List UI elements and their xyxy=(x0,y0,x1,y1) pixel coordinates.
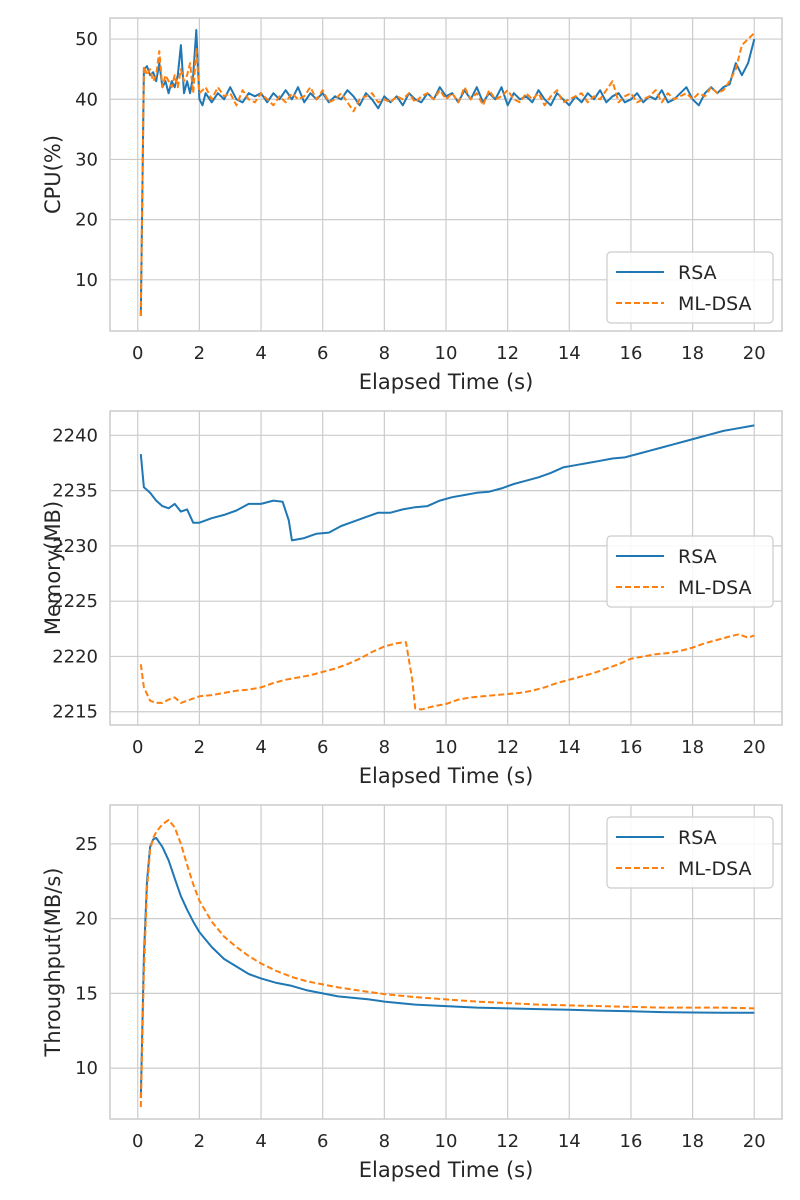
x-tick-label: 14 xyxy=(558,1131,581,1152)
x-tick-label: 4 xyxy=(255,1131,266,1152)
x-tick-label: 2 xyxy=(194,737,205,758)
y-tick-label: 2240 xyxy=(52,425,98,446)
x-tick-label: 10 xyxy=(435,737,458,758)
x-tick-label: 20 xyxy=(743,343,766,364)
x-tick-label: 12 xyxy=(496,1131,519,1152)
x-tick-label: 16 xyxy=(620,343,643,364)
plot-frame xyxy=(109,17,783,332)
series-line-rsa xyxy=(139,836,755,1099)
x-tick-label: 18 xyxy=(681,737,704,758)
y-axis-title: Throughput(MB/s) xyxy=(41,868,65,1058)
y-tick-label: 30 xyxy=(75,149,98,170)
y-axis-title: Memory(MB) xyxy=(41,501,65,635)
x-tick-label: 6 xyxy=(317,737,328,758)
x-tick-label: 2 xyxy=(194,1131,205,1152)
legend-label: ML-DSA xyxy=(678,293,752,315)
x-tick-label: 20 xyxy=(743,737,766,758)
y-tick-label: 10 xyxy=(75,270,98,291)
x-tick-label: 12 xyxy=(496,737,519,758)
legend: RSA ML-DSA xyxy=(606,816,774,889)
series-line-ml-dsa xyxy=(139,633,755,711)
legend-label: ML-DSA xyxy=(678,858,752,880)
x-tick-label: 18 xyxy=(681,1131,704,1152)
x-tick-label: 6 xyxy=(317,1131,328,1152)
x-tick-label: 10 xyxy=(435,1131,458,1152)
chart-panel-1: 0 2 4 6 8 10 12 14 16 18 20 10 20 30 40 50 Elapsed Time … xyxy=(41,17,783,394)
y-tick-label: 50 xyxy=(75,29,98,50)
y-axis-title: CPU(%) xyxy=(41,135,65,214)
x-axis-title: Elapsed Time (s) xyxy=(359,1158,534,1182)
legend-frame xyxy=(606,816,774,889)
x-tick-label: 8 xyxy=(379,737,390,758)
x-tick-label: 16 xyxy=(620,737,643,758)
plot-frame xyxy=(109,410,783,726)
y-tick-label: 2230 xyxy=(52,536,98,557)
legend: RSA ML-DSA xyxy=(606,535,774,608)
y-tick-label: 25 xyxy=(75,834,98,855)
chart-panel-3: 0 2 4 6 8 10 12 14 16 18 20 10 15 20 25 Elapsed Time (s… xyxy=(41,804,783,1182)
series-line-rsa xyxy=(139,424,755,542)
y-tick-label: 2220 xyxy=(52,646,98,667)
y-tick-label: 20 xyxy=(75,210,98,231)
chart-panel-2: 0 2 4 6 8 10 12 14 16 18 20 2215 2220 2225 2230 2235 224… xyxy=(41,410,783,788)
x-axis-title: Elapsed Time (s) xyxy=(359,370,534,394)
legend-frame xyxy=(606,251,774,324)
x-tick-label: 18 xyxy=(681,343,704,364)
legend-label: RSA xyxy=(678,546,717,568)
x-tick-label: 0 xyxy=(132,1131,143,1152)
x-tick-label: 8 xyxy=(379,343,390,364)
x-tick-label: 0 xyxy=(132,343,143,364)
x-tick-label: 4 xyxy=(255,343,266,364)
y-tick-label: 40 xyxy=(75,89,98,110)
y-tick-label: 20 xyxy=(75,909,98,930)
x-tick-label: 10 xyxy=(435,343,458,364)
x-tick-label: 8 xyxy=(379,1131,390,1152)
x-tick-label: 20 xyxy=(743,1131,766,1152)
series-line-ml-dsa xyxy=(139,32,756,317)
x-axis-title: Elapsed Time (s) xyxy=(359,764,534,788)
x-tick-label: 16 xyxy=(620,1131,643,1152)
legend: RSA ML-DSA xyxy=(606,251,774,324)
y-tick-label: 15 xyxy=(75,983,98,1004)
x-tick-label: 2 xyxy=(194,343,205,364)
legend-label: ML-DSA xyxy=(678,577,752,599)
x-tick-label: 0 xyxy=(132,737,143,758)
plot-frame xyxy=(109,804,783,1120)
series-line-ml-dsa xyxy=(139,819,755,1108)
y-tick-label: 2215 xyxy=(52,702,98,723)
x-tick-label: 6 xyxy=(317,343,328,364)
legend-label: RSA xyxy=(678,262,717,284)
y-tick-label: 10 xyxy=(75,1058,98,1079)
x-tick-label: 4 xyxy=(255,737,266,758)
x-tick-label: 14 xyxy=(558,737,581,758)
y-tick-label: 2225 xyxy=(52,591,98,612)
y-tick-label: 2235 xyxy=(52,481,98,502)
legend-label: RSA xyxy=(678,827,717,849)
x-tick-label: 12 xyxy=(496,343,519,364)
x-tick-label: 14 xyxy=(558,343,581,364)
legend-frame xyxy=(606,535,774,608)
